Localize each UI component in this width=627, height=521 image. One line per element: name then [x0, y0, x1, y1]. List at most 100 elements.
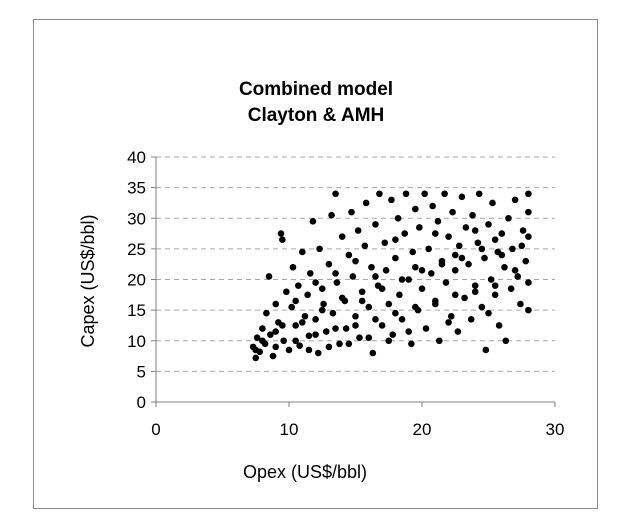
- y-tick-labels: 0 5 10 15 20 25 30 35 40: [127, 148, 146, 412]
- data-point: [522, 257, 530, 265]
- data-point: [372, 221, 379, 228]
- data-point: [449, 208, 456, 216]
- data-point: [478, 303, 486, 311]
- data-point: [478, 245, 486, 253]
- data-point: [349, 273, 357, 280]
- scatter-chart: Combined model Clayton & AMH 0 5 10 15 20 25 3…: [78, 79, 564, 482]
- data-point: [398, 316, 406, 323]
- data-point: [345, 251, 353, 259]
- data-point: [299, 319, 306, 326]
- data-point: [376, 190, 383, 198]
- data-point: [320, 300, 327, 308]
- x-tick-label-20: 20: [413, 420, 432, 439]
- data-point: [398, 276, 406, 283]
- data-point: [309, 218, 317, 225]
- data-point: [252, 346, 260, 354]
- data-point: [518, 242, 526, 250]
- data-point: [442, 279, 450, 286]
- data-point: [495, 322, 503, 329]
- y-tick-label-25: 25: [127, 240, 146, 259]
- data-point: [482, 346, 490, 354]
- data-point: [432, 230, 439, 237]
- data-point: [396, 291, 403, 299]
- data-point: [409, 248, 416, 256]
- data-point: [525, 190, 532, 198]
- data-point: [416, 224, 423, 231]
- data-point: [272, 328, 279, 335]
- data-point: [342, 325, 350, 332]
- data-point: [305, 346, 313, 354]
- data-point: [263, 309, 270, 317]
- data-point: [525, 279, 532, 286]
- x-tick-label-0: 0: [151, 420, 160, 439]
- data-point: [502, 337, 510, 345]
- data-point: [322, 328, 330, 335]
- data-point: [511, 196, 519, 204]
- data-point: [451, 291, 459, 299]
- data-point: [501, 263, 508, 271]
- data-point: [465, 260, 472, 268]
- data-point: [372, 316, 379, 323]
- gridlines: [156, 156, 555, 372]
- data-point: [421, 190, 428, 198]
- data-point: [481, 254, 488, 262]
- data-point: [381, 239, 389, 247]
- data-point: [462, 224, 470, 231]
- data-point: [451, 251, 459, 259]
- data-point: [272, 300, 279, 308]
- data-point: [279, 236, 286, 243]
- data-point: [445, 233, 452, 240]
- y-tick-label-15: 15: [127, 301, 146, 320]
- data-point: [378, 285, 386, 292]
- data-point: [299, 248, 306, 256]
- data-point: [401, 230, 409, 237]
- data-point: [471, 288, 479, 296]
- data-point: [471, 227, 479, 234]
- data-point: [368, 263, 375, 271]
- data-point: [333, 279, 341, 286]
- y-axis-title: Capex (US$/bbl): [78, 214, 98, 347]
- data-point: [454, 328, 462, 335]
- data-point: [382, 267, 390, 274]
- data-point: [412, 303, 419, 311]
- data-point: [312, 279, 319, 286]
- data-point: [461, 294, 468, 302]
- data-point: [285, 346, 293, 354]
- data-point: [491, 282, 499, 289]
- data-point: [458, 193, 466, 201]
- data-point: [394, 214, 402, 222]
- data-point: [469, 211, 476, 219]
- data-point: [428, 270, 435, 277]
- data-point: [372, 273, 379, 280]
- data-point: [405, 276, 413, 283]
- data-point: [475, 190, 483, 198]
- data-point: [525, 306, 532, 314]
- y-tick-label-30: 30: [127, 209, 146, 228]
- data-point: [487, 276, 495, 283]
- data-point: [306, 270, 314, 277]
- data-point: [283, 288, 290, 296]
- data-point: [517, 300, 524, 308]
- data-point: [418, 267, 426, 274]
- data-point: [509, 245, 516, 253]
- data-point: [289, 263, 297, 271]
- data-point: [336, 340, 343, 348]
- data-point: [358, 288, 366, 296]
- data-point: [354, 227, 362, 234]
- data-point: [316, 245, 323, 253]
- data-point: [441, 190, 448, 198]
- data-point: [378, 322, 386, 329]
- data-point: [269, 352, 277, 360]
- data-point: [422, 325, 430, 332]
- data-point: [389, 331, 397, 338]
- y-tick-label-35: 35: [127, 179, 146, 198]
- data-point: [265, 273, 273, 280]
- data-point: [304, 291, 311, 299]
- data-point: [474, 239, 482, 247]
- data-point: [280, 337, 287, 345]
- data-point: [332, 325, 339, 332]
- data-point: [253, 334, 261, 341]
- data-point: [507, 285, 515, 292]
- data-point: [525, 208, 532, 216]
- chart-title-line-1: Combined model: [239, 79, 393, 100]
